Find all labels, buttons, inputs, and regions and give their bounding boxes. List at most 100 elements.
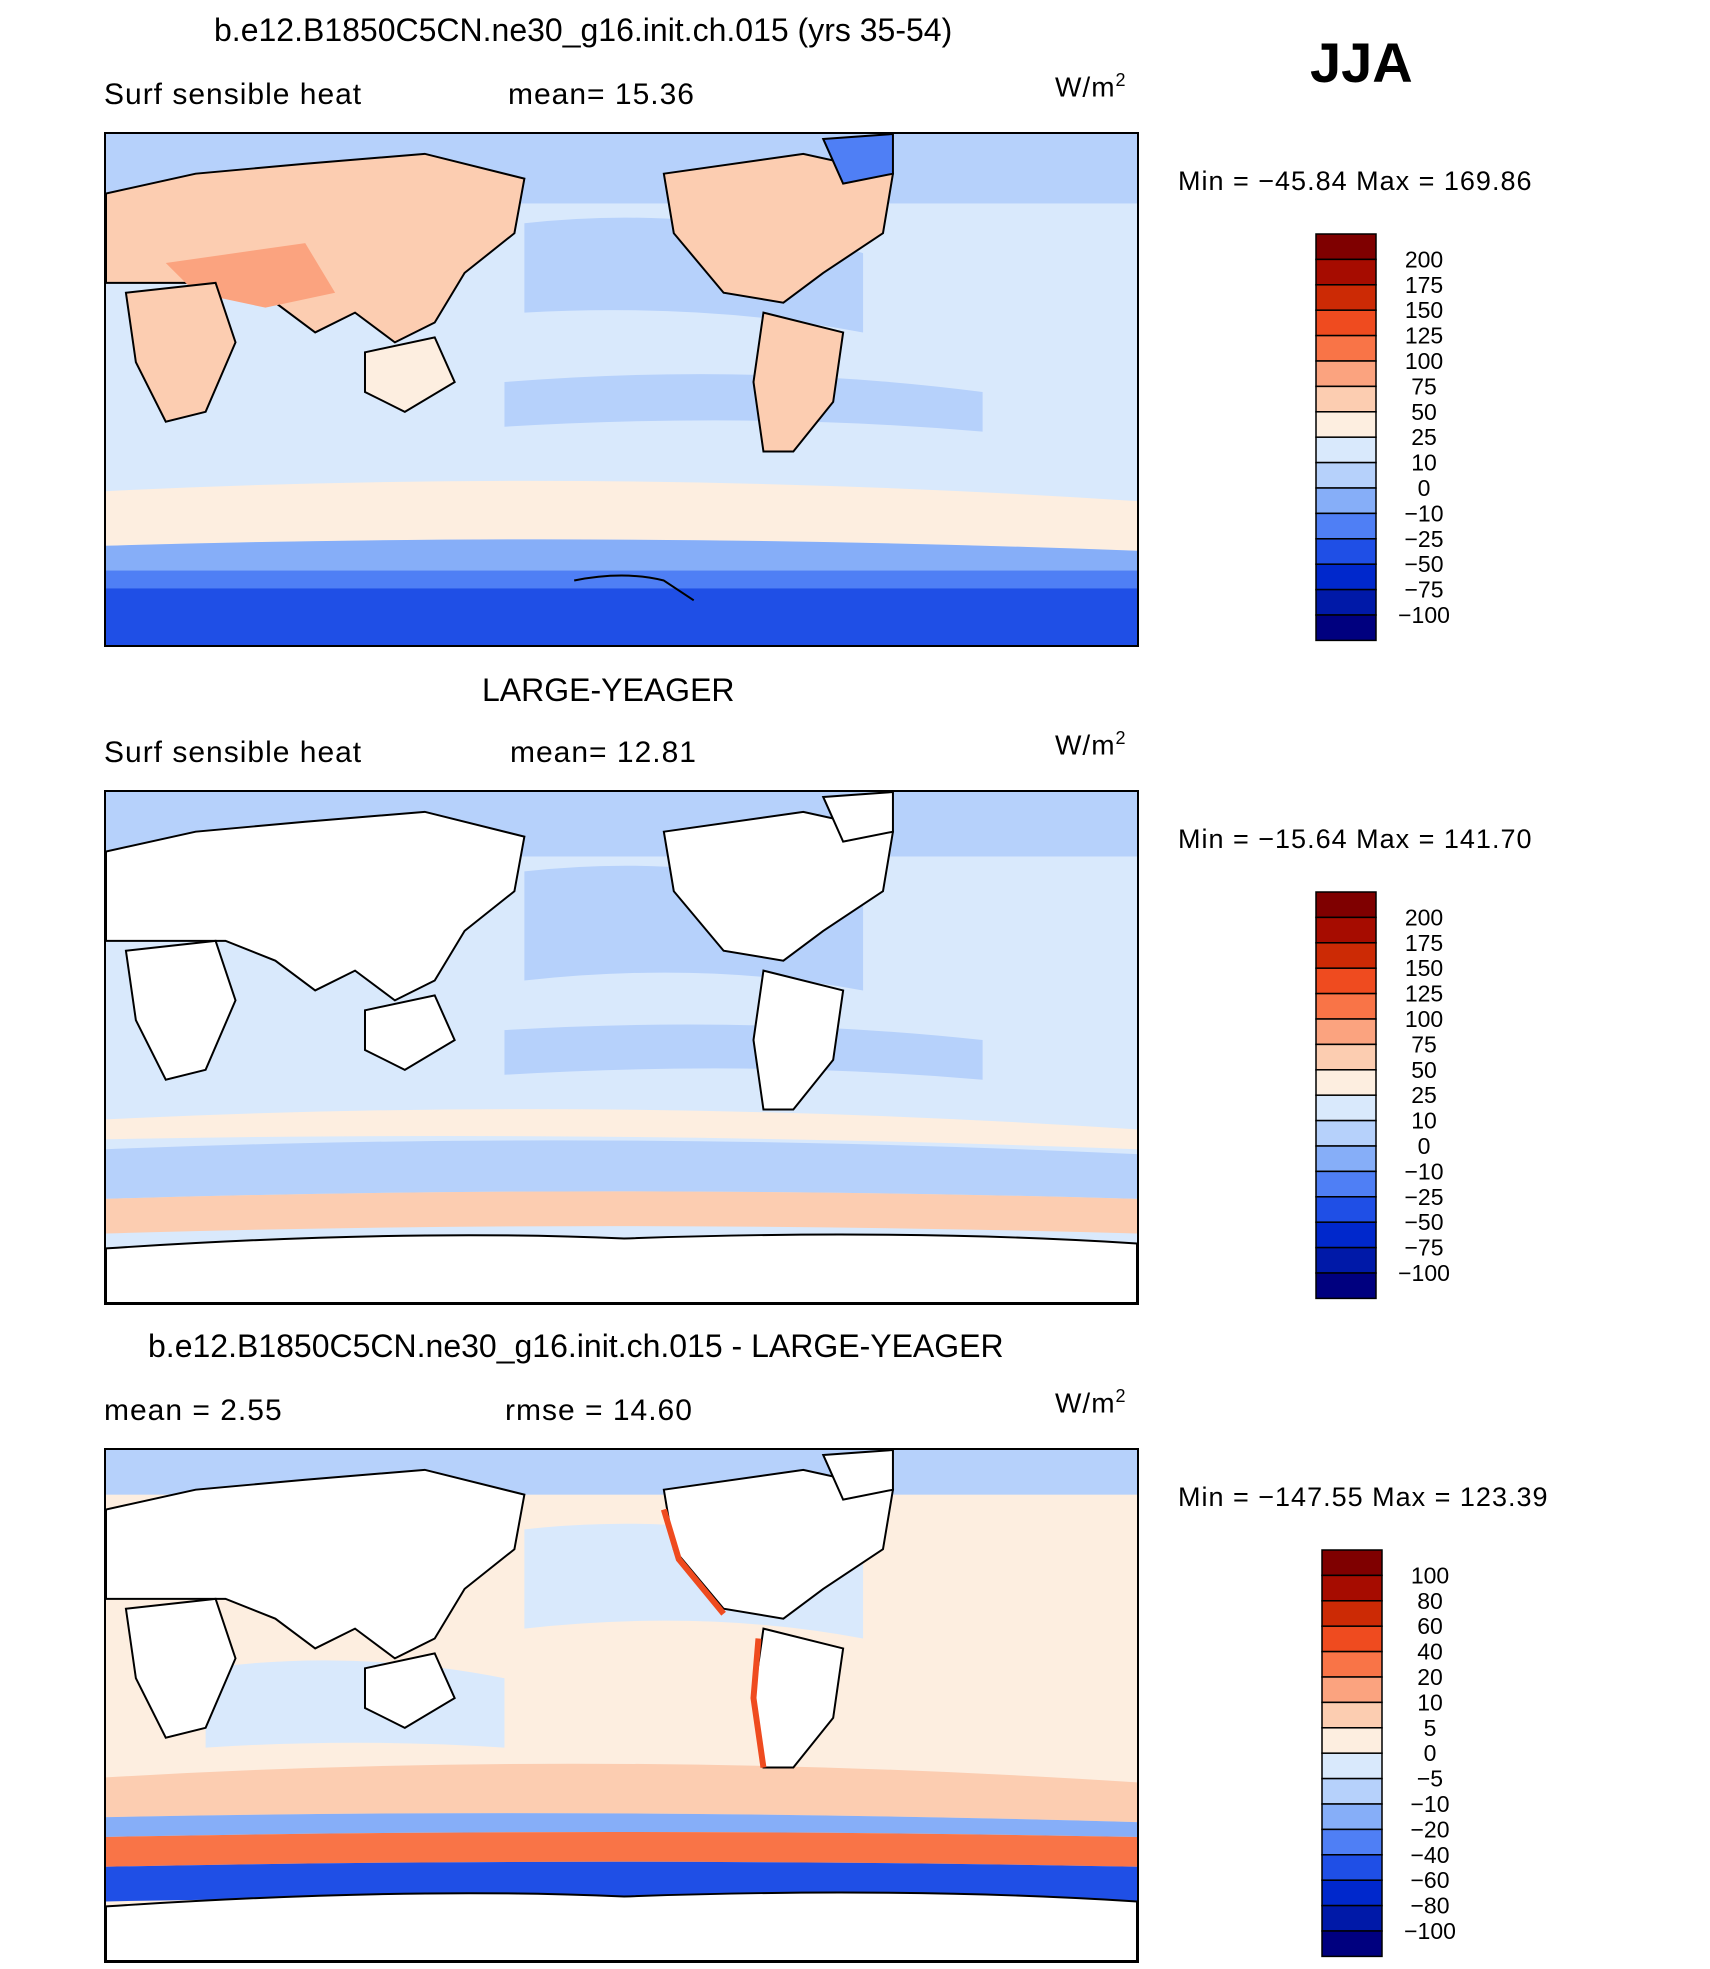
colorbar-3-box xyxy=(1321,1803,1383,1831)
colorbar-1-box xyxy=(1315,588,1377,616)
colorbar-2-box xyxy=(1315,916,1377,944)
colorbar-2-box xyxy=(1315,1043,1377,1071)
colorbar-1-box xyxy=(1315,614,1377,642)
colorbar-3-label: −20 xyxy=(1410,1816,1449,1842)
greenland xyxy=(821,134,894,185)
colorbar-2-box xyxy=(1315,1145,1377,1173)
colorbar-2-label: −75 xyxy=(1404,1235,1443,1261)
coast-anomaly-west-sa xyxy=(750,1638,767,1768)
colorbar-3-box xyxy=(1321,1777,1383,1805)
colorbar-2-box xyxy=(1315,1221,1377,1249)
panel-3-title: b.e12.B1850C5CN.ne30_g16.init.ch.015 - L… xyxy=(148,1328,1004,1364)
panel-1-units: W/m2 xyxy=(1055,70,1127,103)
panel-1-mean-label: mean= 15.36 xyxy=(508,78,695,111)
panel-3-mean-label: mean = 2.55 xyxy=(104,1394,283,1427)
colorbar-2-box xyxy=(1315,967,1377,995)
colorbar-1-box xyxy=(1315,538,1377,565)
colorbar-1-box xyxy=(1315,411,1377,438)
panel-2-colorbar: 200 175 150 125 100 75 50 25 10 0 −10 −25 −50 −75 −100 xyxy=(1314,890,1454,1300)
colorbar-1-label: −75 xyxy=(1404,577,1443,603)
colorbar-3-box xyxy=(1321,1879,1383,1907)
panel-2-units: W/m2 xyxy=(1055,728,1127,761)
colorbar-3-label: 80 xyxy=(1417,1588,1443,1614)
antarctica xyxy=(106,1233,1137,1303)
colorbar-1-label: 75 xyxy=(1411,373,1437,399)
colorbar-3-label: −100 xyxy=(1404,1918,1456,1944)
colorbar-2-label: 125 xyxy=(1405,981,1443,1007)
colorbar-2-box xyxy=(1315,1170,1377,1198)
colorbar-3-label: 100 xyxy=(1411,1562,1449,1588)
colorbar-3-box xyxy=(1321,1549,1383,1577)
colorbar-2-label: −100 xyxy=(1398,1260,1450,1286)
coast-anomaly-west-na xyxy=(660,1508,726,1616)
south-cold-band xyxy=(106,1861,1137,1902)
antarctic-band xyxy=(106,585,1137,645)
panel-3-colorbar: 100 80 60 40 20 10 5 0 −5 −10 −20 −40 −60 −80 −100 xyxy=(1320,1548,1460,1958)
colorbar-2-box xyxy=(1315,1069,1377,1096)
colorbar-1-label: −10 xyxy=(1404,500,1443,526)
colorbar-3-label: −5 xyxy=(1417,1766,1443,1792)
colorbar-2-box xyxy=(1315,992,1377,1020)
colorbar-3-box xyxy=(1321,1600,1383,1627)
colorbar-2-label: 150 xyxy=(1405,955,1443,981)
colorbar-3-label: −80 xyxy=(1410,1893,1449,1919)
colorbar-1-box xyxy=(1315,385,1377,413)
greenland xyxy=(821,792,894,843)
south-america xyxy=(752,969,845,1111)
colorbar-1-label: −50 xyxy=(1404,551,1443,577)
colorbar-1-box xyxy=(1315,436,1377,464)
colorbar-3-label: 10 xyxy=(1417,1689,1443,1715)
colorbar-1-label: 10 xyxy=(1411,450,1437,476)
colorbar-3-box xyxy=(1321,1650,1383,1678)
panel-1-title: b.e12.B1850C5CN.ne30_g16.init.ch.015 (yr… xyxy=(214,12,953,48)
panel-2-mean-label: mean= 12.81 xyxy=(510,736,697,769)
colorbar-1-box xyxy=(1315,233,1377,261)
colorbar-2-label: 10 xyxy=(1411,1108,1437,1134)
south-warm-band xyxy=(106,480,1137,551)
colorbar-1-label: 25 xyxy=(1411,424,1437,450)
antarctic-edge xyxy=(106,570,1137,589)
australia xyxy=(363,1652,456,1729)
colorbar-3-box xyxy=(1321,1701,1383,1729)
colorbar-2-box xyxy=(1315,1094,1377,1122)
south-hot-band xyxy=(106,1832,1137,1867)
colorbar-3-label: 20 xyxy=(1417,1664,1443,1690)
panel-2-map xyxy=(104,790,1139,1305)
africa xyxy=(124,1597,237,1739)
colorbar-2-label: −50 xyxy=(1404,1209,1443,1235)
colorbar-1-box xyxy=(1315,512,1377,540)
colorbar-2-label: 75 xyxy=(1411,1031,1437,1057)
colorbar-2-box xyxy=(1315,1196,1377,1223)
south-cool-spots xyxy=(106,1813,1137,1837)
panel-2-title: LARGE-YEAGER xyxy=(482,672,735,708)
equatorial-band xyxy=(504,374,983,432)
indian-band xyxy=(205,1660,505,1748)
colorbar-1-label: 150 xyxy=(1405,297,1443,323)
colorbar-2-box xyxy=(1315,1246,1377,1274)
colorbar-1-label: 200 xyxy=(1405,246,1443,272)
panel-1-colorbar: 200 175 150 125 100 75 50 25 10 0 −10 −25 −50 −75 −100 xyxy=(1314,232,1454,642)
colorbar-2-box xyxy=(1315,1119,1377,1147)
south-cool-band xyxy=(106,1140,1137,1199)
australia xyxy=(363,336,456,413)
colorbar-3-box xyxy=(1321,1752,1383,1780)
colorbar-3-box xyxy=(1321,1625,1383,1653)
eurasia xyxy=(106,1468,526,1660)
africa xyxy=(124,281,237,423)
colorbar-2-label: −25 xyxy=(1404,1184,1443,1210)
greenland xyxy=(821,1450,894,1501)
equatorial-band xyxy=(504,1024,983,1080)
colorbar-3-label: 5 xyxy=(1424,1715,1437,1741)
colorbar-3-box xyxy=(1321,1574,1383,1602)
panel-1-variable-label: Surf sensible heat xyxy=(104,78,363,111)
panel-2-minmax: Min = −15.64 Max = 141.70 xyxy=(1178,824,1533,854)
colorbar-3-label: −10 xyxy=(1410,1791,1449,1817)
antarctica-outline xyxy=(573,574,695,602)
colorbar-2-box xyxy=(1315,942,1377,969)
colorbar-1-box xyxy=(1315,461,1377,489)
colorbar-3-box xyxy=(1321,1930,1383,1958)
colorbar-2-label: 175 xyxy=(1405,930,1443,956)
colorbar-2-box xyxy=(1315,1272,1377,1300)
colorbar-3-box xyxy=(1321,1828,1383,1856)
colorbar-2-label: 50 xyxy=(1411,1057,1437,1083)
